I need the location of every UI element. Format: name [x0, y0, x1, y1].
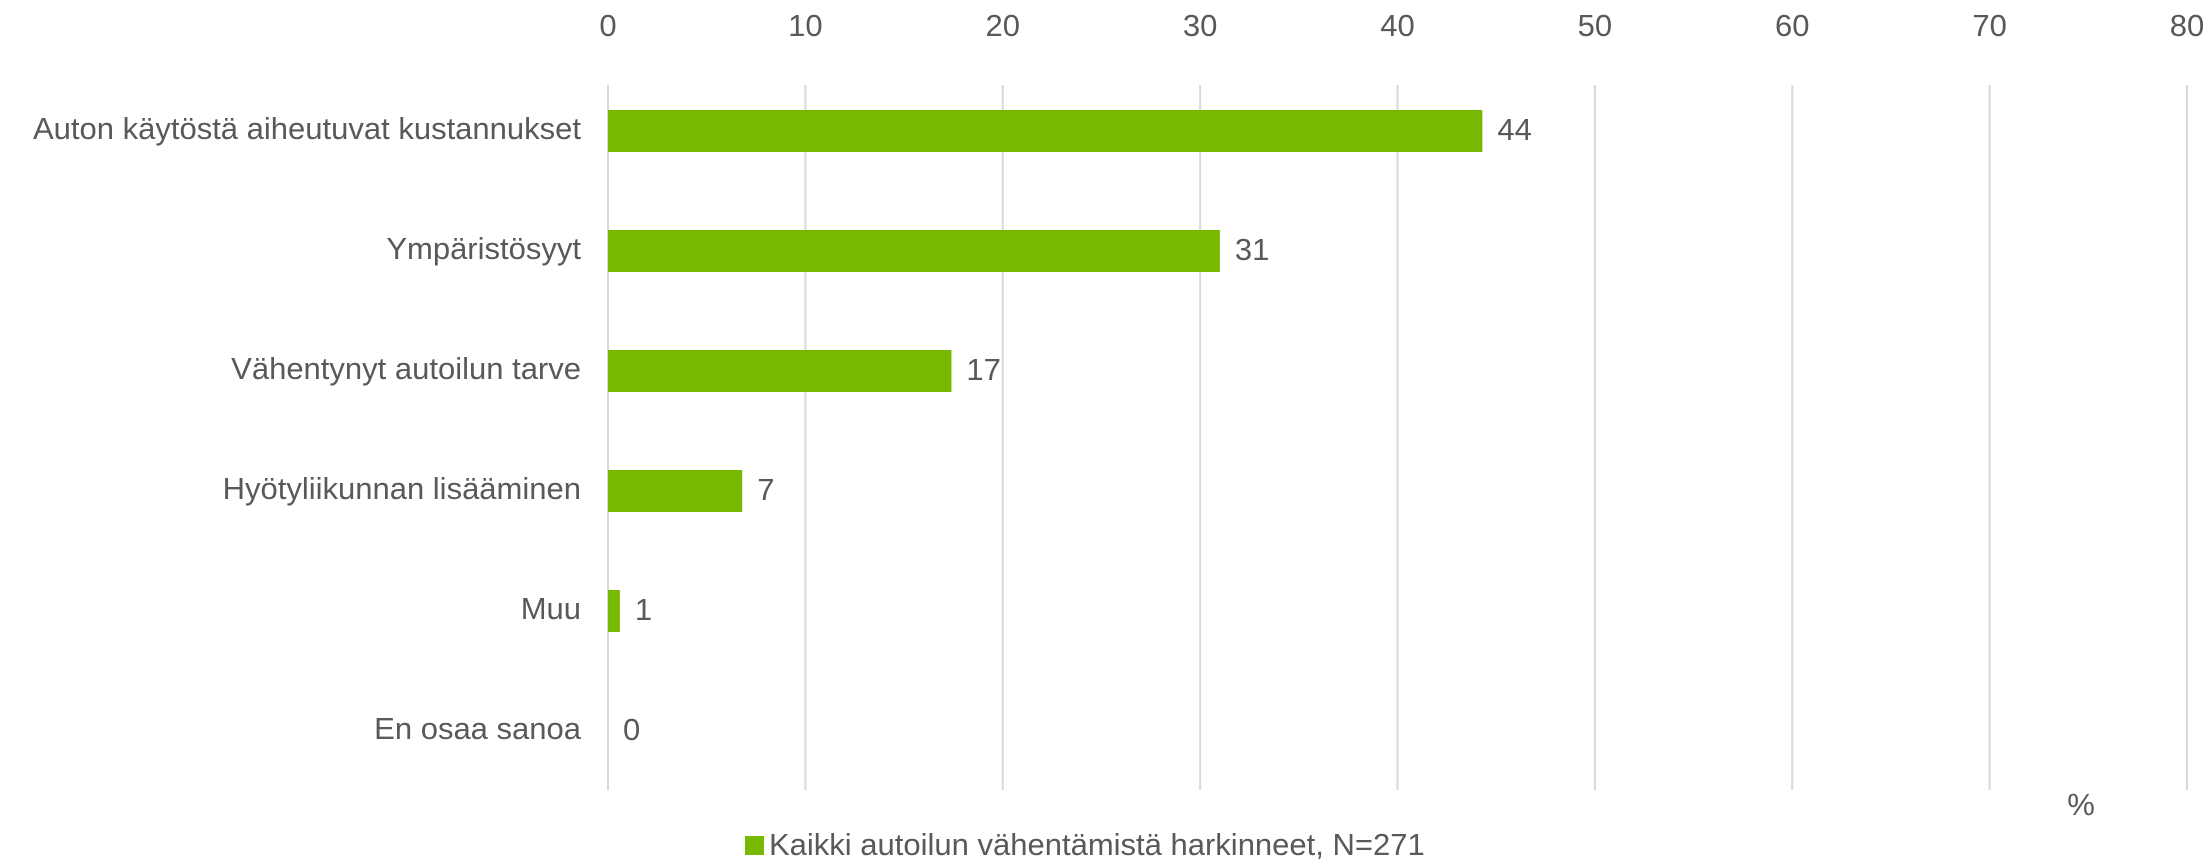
- x-tick-label: 80: [2170, 8, 2204, 43]
- x-tick-label: 60: [1775, 8, 1809, 43]
- x-tick-label: 20: [986, 8, 1020, 43]
- bar: [608, 350, 952, 392]
- data-label: 44: [1497, 112, 1531, 147]
- y-tick-label: En osaa sanoa: [374, 711, 582, 746]
- x-tick-label: 40: [1380, 8, 1414, 43]
- legend-swatch: [745, 836, 764, 855]
- y-tick-label: Ympäristösyyt: [386, 231, 581, 266]
- x-tick-label: 30: [1183, 8, 1217, 43]
- bar: [608, 470, 743, 512]
- legend-label: Kaikki autoilun vähentämistä harkinneet,…: [769, 827, 1425, 862]
- y-tick-label: Auton käytöstä aiheutuvat kustannukset: [33, 111, 581, 146]
- x-tick-label: 70: [1972, 8, 2006, 43]
- y-tick-label: Hyötyliikunnan lisääminen: [223, 471, 581, 506]
- data-label: 1: [635, 592, 652, 627]
- x-tick-label: 10: [788, 8, 822, 43]
- data-label: 7: [757, 472, 774, 507]
- x-tick-label: 50: [1578, 8, 1612, 43]
- bar: [608, 110, 1483, 152]
- unit-label: %: [2067, 787, 2095, 822]
- x-tick-label: 0: [599, 8, 616, 43]
- bar: [608, 590, 620, 632]
- y-tick-label: Vähentynyt autoilun tarve: [231, 351, 581, 386]
- bar: [608, 230, 1220, 272]
- y-tick-label: Muu: [521, 591, 581, 626]
- data-label: 17: [966, 352, 1000, 387]
- data-label: 31: [1235, 232, 1269, 267]
- data-label: 0: [623, 712, 640, 747]
